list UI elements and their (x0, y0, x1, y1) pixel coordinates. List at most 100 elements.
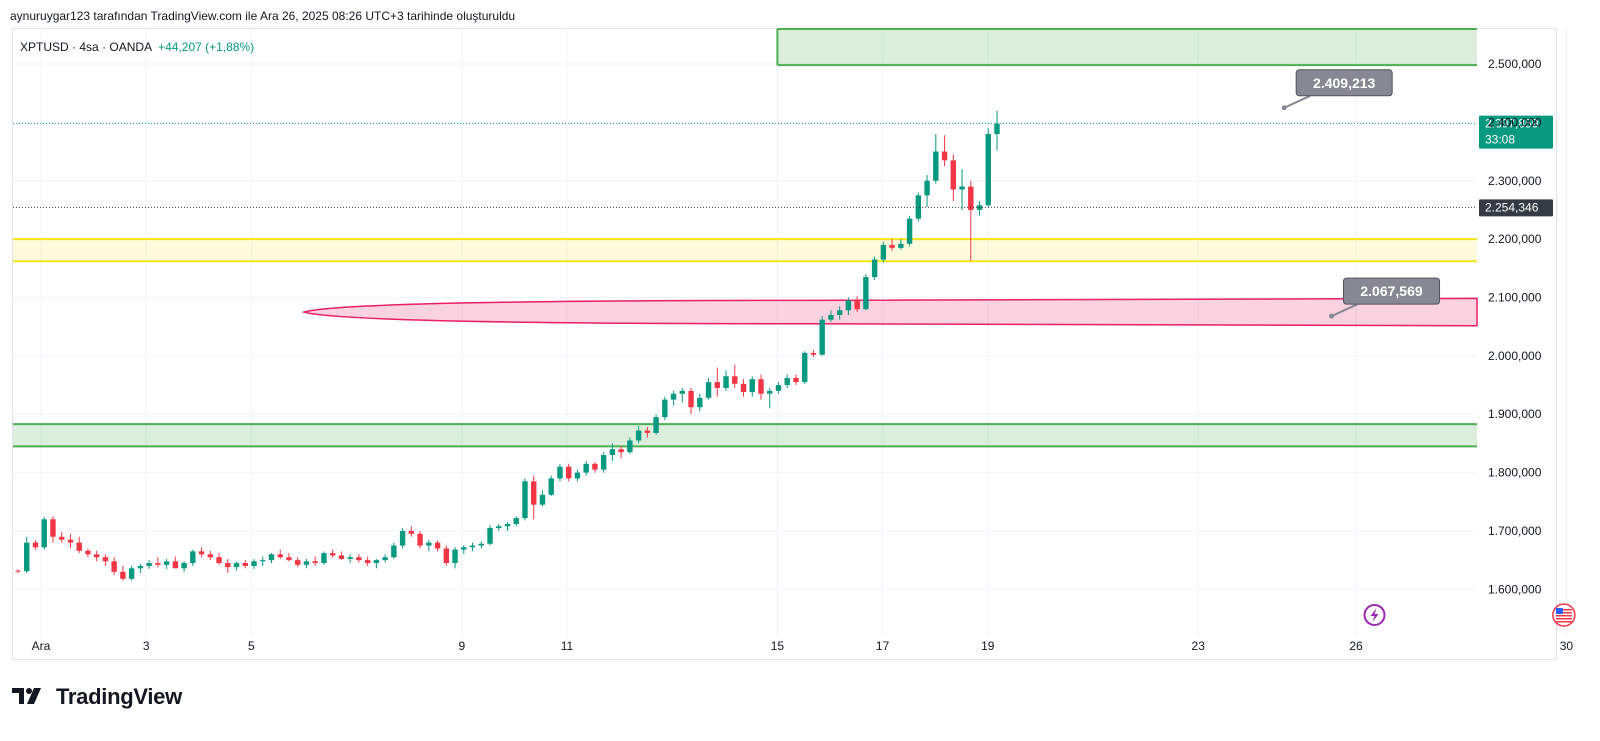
candle[interactable] (373, 558, 380, 569)
candle[interactable] (749, 376, 755, 397)
candle[interactable] (959, 169, 965, 210)
candle[interactable] (627, 437, 633, 454)
tradingview-logo[interactable]: TradingView (12, 684, 182, 710)
candle[interactable] (487, 525, 493, 546)
candle[interactable] (312, 556, 318, 566)
candle[interactable] (793, 374, 799, 386)
candle[interactable] (242, 560, 248, 569)
candle[interactable] (557, 463, 563, 482)
candle[interactable] (50, 516, 56, 543)
candle[interactable] (705, 378, 712, 400)
candle[interactable] (915, 192, 922, 222)
candle[interactable] (548, 475, 554, 496)
candle[interactable] (609, 443, 616, 461)
price-callout[interactable]: 2.409,213 (1281, 69, 1393, 111)
candle[interactable] (15, 569, 21, 573)
price-callout[interactable]: 2.067,569 (1329, 277, 1441, 319)
candle[interactable] (260, 556, 266, 566)
candle[interactable] (898, 239, 904, 250)
candle[interactable] (653, 414, 659, 435)
candle[interactable] (880, 242, 887, 263)
candle[interactable] (994, 110, 1000, 151)
candle[interactable] (303, 558, 310, 569)
candle[interactable] (592, 462, 598, 473)
candle[interactable] (111, 557, 117, 575)
candle[interactable] (32, 540, 39, 550)
candle[interactable] (329, 549, 336, 558)
candle[interactable] (295, 557, 301, 568)
candle[interactable] (102, 554, 109, 566)
candle[interactable] (670, 390, 677, 406)
candle[interactable] (513, 516, 519, 527)
candle[interactable] (810, 350, 817, 358)
candle[interactable] (356, 554, 362, 563)
candle[interactable] (732, 364, 738, 388)
candle[interactable] (758, 374, 764, 400)
candle[interactable] (277, 549, 283, 559)
candle[interactable] (76, 536, 82, 554)
candle[interactable] (286, 553, 292, 562)
candle[interactable] (478, 541, 484, 549)
candle[interactable] (408, 526, 415, 537)
candle[interactable] (24, 536, 30, 573)
candle[interactable] (522, 478, 528, 521)
candle[interactable] (836, 306, 843, 320)
candle[interactable] (723, 370, 729, 391)
candle[interactable] (662, 396, 668, 421)
candle[interactable] (924, 174, 930, 208)
candle[interactable] (697, 393, 703, 412)
candle[interactable] (268, 553, 275, 564)
candle[interactable] (181, 561, 187, 572)
candle[interactable] (155, 557, 161, 568)
candle[interactable] (941, 135, 948, 167)
candle[interactable] (854, 296, 860, 313)
pink-zone[interactable] (301, 297, 1478, 327)
symbol-legend[interactable]: XPTUSD · 4sa · OANDA +44,207 (+1,88%) (20, 40, 254, 54)
candle[interactable] (531, 475, 537, 520)
candle[interactable] (863, 274, 869, 311)
candle[interactable] (968, 180, 974, 262)
candle[interactable] (225, 558, 231, 573)
candle[interactable] (933, 134, 939, 184)
candle[interactable] (565, 463, 572, 482)
candle[interactable] (58, 532, 65, 543)
candle[interactable] (382, 554, 388, 563)
candle[interactable] (120, 565, 126, 581)
candle[interactable] (714, 367, 720, 397)
candle[interactable] (635, 425, 642, 444)
candle[interactable] (399, 528, 406, 549)
candle[interactable] (443, 545, 450, 566)
candle[interactable] (67, 533, 74, 549)
candle[interactable] (128, 565, 135, 581)
candle[interactable] (251, 558, 257, 569)
candle[interactable] (775, 382, 782, 394)
candle[interactable] (845, 297, 852, 315)
candle[interactable] (583, 460, 589, 476)
candle[interactable] (574, 469, 581, 482)
candle[interactable] (198, 547, 205, 558)
candle[interactable] (889, 239, 895, 251)
candle[interactable] (784, 374, 790, 388)
candle[interactable] (93, 550, 100, 562)
candle[interactable] (906, 215, 913, 247)
candle[interactable] (426, 539, 432, 552)
us-flag-event-icon[interactable] (1552, 603, 1576, 627)
candle[interactable] (871, 256, 878, 280)
candle[interactable] (618, 446, 624, 458)
candle[interactable] (950, 154, 957, 202)
candle[interactable] (539, 490, 546, 507)
candle[interactable] (679, 387, 686, 403)
candle[interactable] (740, 379, 747, 397)
green-zone[interactable] (13, 424, 1477, 447)
candle[interactable] (347, 554, 353, 564)
candle[interactable] (146, 560, 152, 569)
candle[interactable] (338, 551, 345, 561)
candle[interactable] (469, 542, 476, 552)
candle[interactable] (976, 201, 983, 216)
candle[interactable] (504, 522, 511, 531)
candle[interactable] (137, 563, 144, 573)
yellow-zone[interactable] (13, 239, 1477, 262)
candle[interactable] (496, 523, 502, 531)
candle[interactable] (391, 542, 397, 559)
